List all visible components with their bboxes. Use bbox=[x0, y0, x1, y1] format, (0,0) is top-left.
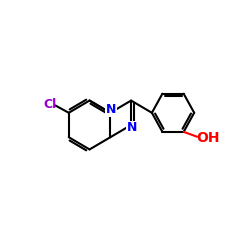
Text: N: N bbox=[106, 103, 116, 116]
Text: Cl: Cl bbox=[43, 98, 57, 111]
Text: N: N bbox=[127, 122, 137, 134]
Text: OH: OH bbox=[196, 131, 220, 145]
